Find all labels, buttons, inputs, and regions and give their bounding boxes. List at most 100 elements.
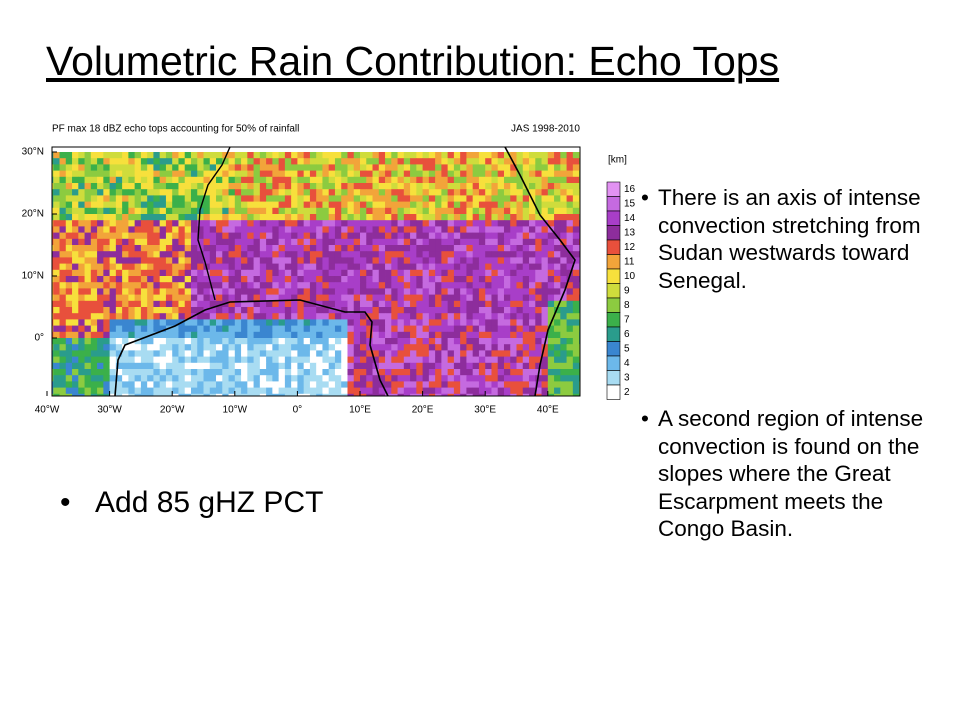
map-cell	[134, 381, 142, 388]
colorbar-box	[606, 254, 621, 270]
map-cell	[478, 325, 486, 333]
map-cell	[97, 195, 104, 202]
map-cell	[52, 251, 54, 258]
map-cell	[90, 288, 98, 295]
map-cell	[328, 201, 336, 209]
map-cell	[284, 319, 292, 326]
map-cell	[447, 350, 455, 357]
map-cell	[403, 393, 411, 397]
map-cell	[410, 170, 417, 178]
map-cell	[190, 362, 198, 370]
map-cell	[478, 195, 486, 202]
map-cell	[65, 263, 73, 271]
map-cell	[460, 319, 467, 326]
map-cell	[466, 245, 474, 252]
map-cell	[510, 257, 517, 264]
map-cell	[303, 238, 311, 246]
map-cell	[203, 288, 211, 295]
map-cell	[453, 288, 461, 295]
map-cell	[497, 356, 505, 364]
map-cell	[59, 207, 67, 215]
map-cell	[566, 189, 574, 196]
map-cell	[109, 369, 117, 376]
map-cell	[316, 263, 323, 271]
map-cell	[228, 313, 236, 320]
map-cell	[134, 294, 142, 302]
map-cell	[372, 220, 380, 227]
map-cell	[184, 183, 192, 190]
map-cell	[128, 282, 136, 289]
map-cell	[416, 276, 423, 283]
map-cell	[84, 362, 92, 370]
map-cell	[53, 158, 60, 165]
map-cell	[391, 183, 398, 190]
map-cell	[209, 195, 217, 202]
map-cell	[441, 263, 449, 271]
map-cell	[165, 170, 173, 178]
map-cell	[410, 251, 417, 258]
map-cell	[140, 189, 148, 196]
map-cell	[522, 319, 530, 326]
map-cell	[291, 381, 298, 388]
map-cell	[522, 294, 530, 302]
map-cell	[460, 331, 467, 339]
map-cell	[178, 158, 186, 165]
map-cell	[478, 251, 486, 258]
colorbar-label: 7	[624, 314, 630, 325]
map-cell	[453, 344, 461, 351]
map-cell	[334, 257, 342, 264]
map-cell	[115, 387, 123, 395]
map-cell	[353, 338, 361, 345]
map-cell	[165, 307, 173, 314]
map-cell	[115, 319, 123, 326]
map-cell	[84, 226, 92, 233]
map-cell	[228, 189, 236, 196]
map-cell	[497, 189, 505, 196]
map-cell	[266, 195, 273, 202]
map-cell	[510, 238, 517, 246]
map-cell	[566, 214, 574, 221]
map-cell	[184, 269, 192, 277]
map-cell	[334, 381, 342, 388]
map-cell	[84, 319, 92, 326]
map-cell	[234, 245, 242, 252]
map-cell	[547, 269, 555, 277]
map-cell	[522, 176, 530, 184]
map-cell	[241, 276, 248, 283]
map-cell	[134, 158, 142, 165]
map-cell	[510, 201, 517, 209]
map-cell	[441, 164, 449, 171]
map-cell	[460, 183, 467, 190]
map-cell	[203, 307, 211, 314]
map-cell	[428, 375, 436, 382]
map-cell	[134, 319, 142, 326]
map-cell	[291, 220, 298, 227]
map-cell	[253, 356, 261, 364]
map-cell	[453, 300, 461, 308]
map-cell	[410, 276, 417, 283]
map-cell	[447, 325, 455, 333]
map-cell	[453, 214, 461, 221]
map-cell	[447, 251, 455, 258]
map-cell	[491, 238, 499, 246]
map-cell	[303, 269, 311, 277]
map-cell	[516, 195, 524, 202]
map-cell	[272, 282, 280, 289]
map-cell	[460, 201, 467, 209]
map-cell	[209, 170, 217, 178]
map-cell	[554, 356, 561, 364]
map-cell	[322, 232, 330, 240]
map-cell	[172, 189, 179, 196]
map-cell	[353, 183, 361, 190]
map-cell	[535, 350, 542, 357]
map-cell	[410, 294, 417, 302]
map-cell	[460, 350, 467, 357]
map-cell	[491, 350, 499, 357]
map-cell	[297, 189, 305, 196]
map-cell	[284, 257, 292, 264]
map-cell	[59, 325, 67, 333]
map-cell	[84, 375, 92, 382]
map-cell	[316, 226, 323, 233]
map-cell	[52, 338, 54, 345]
map-cell	[103, 307, 110, 314]
